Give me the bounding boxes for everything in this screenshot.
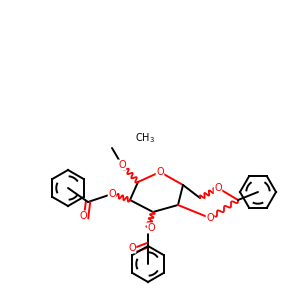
Text: O: O xyxy=(108,189,116,199)
Text: O: O xyxy=(118,160,126,170)
Text: O: O xyxy=(206,213,214,223)
Text: O: O xyxy=(128,243,136,253)
Text: O: O xyxy=(79,211,87,221)
Text: CH$_3$: CH$_3$ xyxy=(135,131,155,145)
Text: O: O xyxy=(156,167,164,177)
Text: O: O xyxy=(147,223,155,233)
Text: O: O xyxy=(214,183,222,193)
